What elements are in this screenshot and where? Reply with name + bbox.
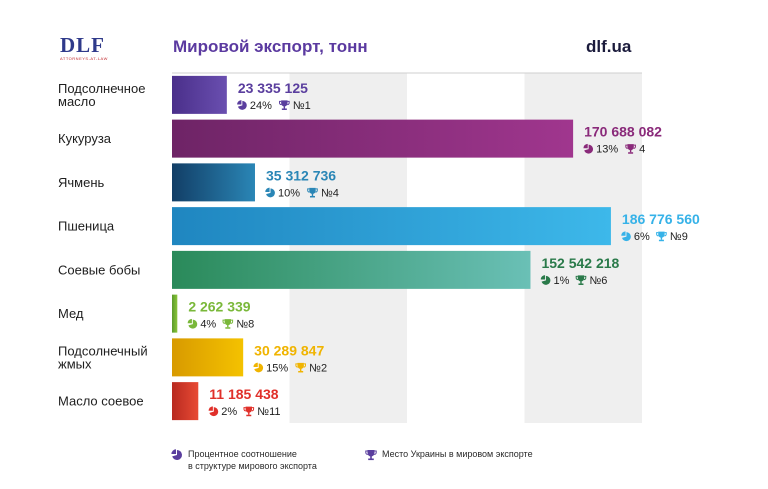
share-pie-icon [253,362,264,373]
rank-label: №9 [670,231,688,243]
share-pie-icon [208,406,219,417]
share-pie-icon [265,187,275,198]
value-label: 11 185 438 [209,386,279,402]
bar [172,250,531,289]
logo-text: DLF [60,33,105,57]
category-label: Подсолнечный жмых [58,343,148,371]
category-label: Масло соевое [58,394,144,409]
rank-trophy-icon [625,144,636,154]
rank-trophy-icon [575,275,587,285]
rank-trophy-icon [295,362,306,373]
category-label: Подсолнечное масло [58,81,145,109]
rank-label: №1 [293,100,311,112]
trophy-icon [365,450,377,461]
rank-trophy-icon [656,231,667,242]
share-label: 24% [250,100,272,112]
rank-label: №6 [589,275,607,287]
value-label: 35 312 736 [266,167,336,183]
rank-label: №8 [236,319,254,331]
share-pie-icon [583,143,594,154]
legend-share-label: Процентное соотношение в структуре миров… [188,449,317,471]
share-label: 2% [221,406,237,418]
value-label: 2 262 339 [188,299,250,315]
category-label: Соевые бобы [58,262,140,277]
value-label: 186 776 560 [622,211,700,227]
logo-subtitle: ATTORNEYS-AT-LAW [60,56,108,61]
category-label: Мед [58,306,84,321]
share-label: 10% [278,187,300,199]
site-name: dlf.ua [586,37,632,56]
value-label: 23 335 125 [238,80,308,96]
bar [172,338,244,377]
rank-label: 4 [639,144,645,156]
rank-label: №4 [321,187,339,199]
share-pie-icon [540,275,551,285]
share-pie-icon [237,100,247,110]
rank-label: №11 [257,406,280,418]
category-label: Кукуруза [58,131,112,146]
value-label: 152 542 218 [541,255,619,271]
share-label: 1% [553,275,569,287]
bar [172,75,227,114]
value-label: 170 688 082 [584,124,662,140]
rank-trophy-icon [307,187,318,198]
pie-icon [171,449,182,460]
category-label: Пшеница [58,219,115,234]
share-label: 13% [596,144,618,156]
category-label: Ячмень [58,175,105,190]
legend-rank-label: Место Украины в мировом экспорте [382,449,533,459]
rank-trophy-icon [222,319,234,329]
bar [172,207,611,246]
share-label: 4% [200,319,216,331]
rank-trophy-icon [279,100,290,110]
bar [172,382,199,421]
share-pie-icon [621,231,631,242]
share-label: 15% [266,362,288,374]
bar [172,294,178,333]
share-label: 6% [634,231,650,243]
share-pie-icon [187,318,198,329]
rank-label: №2 [309,362,327,374]
chart-title: Мировой экспорт, тонн [173,37,368,56]
rank-trophy-icon [243,406,255,417]
bar [172,119,574,158]
bar [172,163,255,202]
dlf-logo: DLF ATTORNEYS-AT-LAW [60,34,118,64]
value-label: 30 289 847 [254,342,324,358]
